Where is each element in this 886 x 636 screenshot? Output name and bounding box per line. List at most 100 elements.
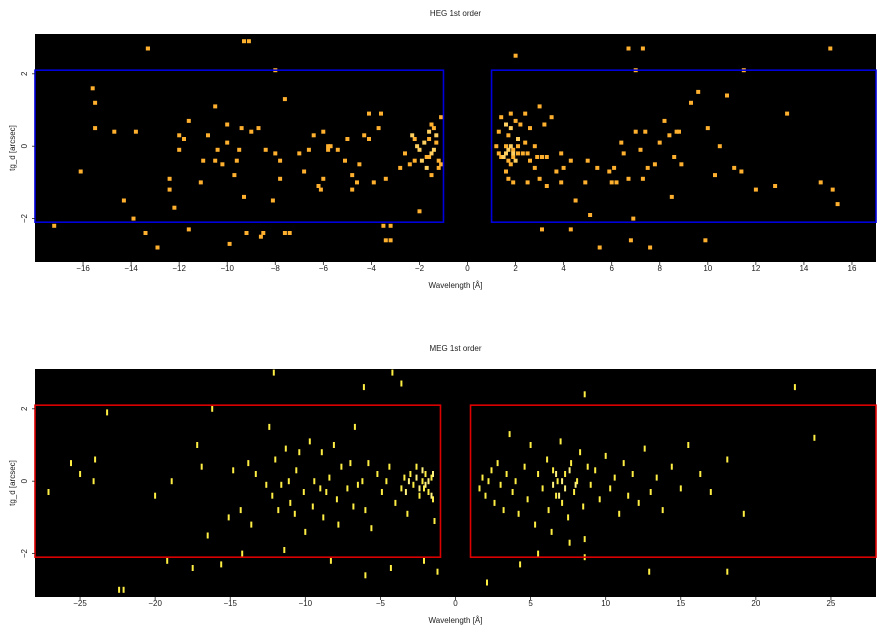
event-pixel [544, 155, 549, 159]
event-pixel-dense [424, 481, 427, 488]
event-pixel [225, 122, 230, 127]
event-pixel [367, 137, 371, 141]
event-pixel [506, 133, 511, 138]
event-pixel [508, 431, 511, 438]
event-pixel [246, 39, 251, 44]
event-pixel [220, 162, 225, 167]
event-pixel [220, 561, 223, 568]
event-pixel [508, 111, 513, 116]
event-pixel [412, 158, 417, 163]
event-pixel-dense [434, 133, 439, 138]
event-pixel [311, 503, 314, 510]
x-tick-label: 8 [658, 264, 663, 273]
event-pixel-dense [501, 155, 506, 159]
event-pixel [679, 162, 684, 167]
event-pixel [427, 489, 430, 495]
event-pixel [385, 478, 388, 485]
event-pixel-dense [564, 485, 567, 492]
event-pixel-dense [421, 467, 424, 474]
event-pixel-dense [552, 481, 555, 488]
event-pixel [753, 187, 758, 192]
event-pixel [573, 489, 576, 495]
event-pixel [417, 209, 422, 214]
event-pixel [621, 151, 626, 156]
event-pixel [383, 238, 388, 243]
event-pixel [254, 471, 257, 477]
event-pixel [828, 46, 833, 51]
event-pixel [403, 151, 407, 156]
event-pixel [640, 46, 645, 51]
event-pixel [265, 481, 268, 488]
event-pixel [400, 485, 403, 492]
event-pixel [568, 227, 573, 232]
event-pixel [268, 423, 271, 430]
event-pixel [376, 126, 381, 131]
event-pixel [481, 474, 484, 481]
event-pixel [122, 586, 125, 593]
event-pixel [250, 521, 253, 528]
event-pixel [436, 158, 441, 163]
event-pixel [672, 155, 677, 159]
event-pixel [564, 471, 567, 477]
event-pixel [227, 241, 232, 246]
event-pixel [145, 46, 150, 51]
event-pixel [283, 547, 286, 553]
event-pixel [505, 471, 508, 477]
event-pixel [308, 438, 311, 445]
y-tick-label: −2 [20, 213, 29, 223]
event-pixel [499, 155, 504, 159]
event-pixel [295, 467, 298, 474]
event-pixel [118, 586, 121, 593]
y-tick-label: −2 [20, 548, 29, 558]
event-pixel [633, 129, 638, 134]
region-box-positive [490, 69, 877, 223]
event-pixel [391, 369, 394, 376]
meg-panel: MEG 1st order−25 −20 −15 −10 −5 0 5 10 15 20 25−20… [8, 344, 877, 625]
event-pixel [511, 147, 516, 152]
event-pixel [277, 507, 280, 514]
event-pixel [484, 492, 487, 499]
event-pixel [493, 499, 496, 506]
event-pixel [335, 496, 338, 503]
event-pixel [518, 122, 523, 127]
event-pixel [725, 93, 729, 98]
x-tick-label: −25 [73, 599, 87, 608]
event-pixel [371, 180, 376, 185]
event-pixel [526, 496, 529, 503]
event-pixel [525, 151, 530, 156]
region-box-positive [469, 404, 877, 558]
event-pixel [607, 169, 612, 174]
x-tick-label: 6 [609, 264, 614, 273]
event-pixel-dense [511, 151, 516, 156]
event-pixel [328, 474, 331, 481]
event-pixel [289, 499, 292, 506]
event-pixel-dense [415, 144, 420, 149]
event-pixel [614, 180, 619, 185]
event-pixel [523, 140, 528, 145]
event-pixel [206, 133, 210, 138]
event-pixel [170, 478, 173, 485]
event-pixel [278, 158, 283, 163]
x-tick-label: 15 [676, 599, 685, 608]
event-pixel [424, 155, 429, 159]
event-pixel [594, 467, 597, 474]
event-pixel [626, 176, 631, 181]
event-pixel [90, 86, 95, 91]
event-pixel [619, 140, 624, 145]
x-tick-label: 12 [751, 264, 760, 273]
event-pixel [496, 151, 501, 156]
event-pixel [537, 471, 540, 477]
event-pixel [576, 478, 579, 485]
x-tick-label: 5 [528, 599, 533, 608]
event-pixel [232, 467, 235, 474]
event-pixel [439, 162, 444, 167]
x-tick-label: 16 [848, 264, 857, 273]
event-pixel [225, 140, 230, 145]
event-pixel [337, 521, 340, 528]
event-pixel-dense [561, 478, 564, 485]
event-pixel [239, 126, 244, 131]
event-pixel [429, 122, 434, 127]
event-pixel [239, 507, 242, 514]
event-pixel [427, 137, 432, 141]
